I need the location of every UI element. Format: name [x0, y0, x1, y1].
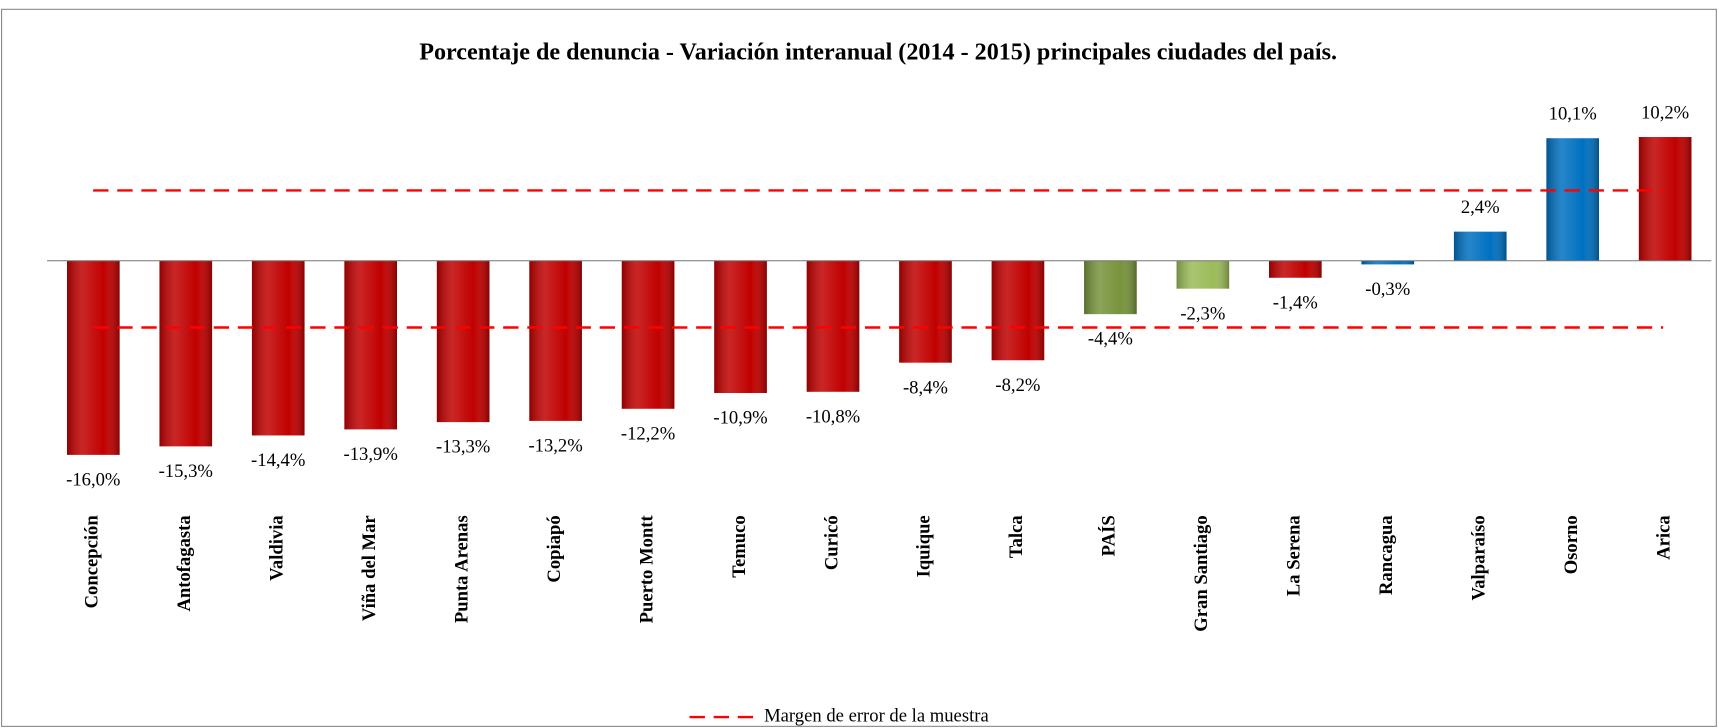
bar	[1084, 260, 1137, 315]
bar	[1546, 138, 1600, 261]
bar	[621, 260, 675, 409]
bar	[66, 260, 120, 455]
bar	[1453, 231, 1507, 261]
bar	[1269, 260, 1322, 278]
x-tick-label: Iquique	[914, 515, 935, 577]
x-tick-label: Copiapó	[544, 515, 565, 582]
bar	[159, 260, 213, 447]
x-tick-label: Antofagasta	[174, 515, 195, 612]
value-label: -4,4%	[1088, 329, 1133, 350]
value-label: 10,1%	[1549, 103, 1597, 124]
value-label: -8,4%	[903, 377, 948, 398]
x-tick-label: Talca	[1006, 515, 1027, 558]
value-label: -13,9%	[344, 444, 398, 465]
x-tick-label: Curicó	[821, 515, 842, 570]
x-tick-label: Concepción	[82, 515, 103, 609]
legend-label: Margen de error de la muestra	[764, 705, 989, 726]
value-label: -10,8%	[806, 406, 860, 427]
bar	[1638, 137, 1692, 261]
value-label: -13,3%	[436, 437, 490, 458]
x-tick-label: PAÍS	[1098, 515, 1120, 556]
value-label: 10,2%	[1641, 102, 1689, 123]
value-label: -2,3%	[1180, 303, 1225, 324]
value-label: -14,4%	[251, 450, 305, 471]
x-tick-label: Viña del Mar	[359, 515, 380, 621]
value-label: 2,4%	[1461, 197, 1500, 218]
x-tick-label: Rancagua	[1376, 515, 1397, 595]
x-tick-label: Osorno	[1561, 515, 1582, 574]
value-label: -8,2%	[995, 375, 1040, 396]
value-label: -0,3%	[1365, 279, 1410, 300]
x-tick-label: Punta Arenas	[451, 515, 472, 623]
value-label: -10,9%	[713, 408, 767, 429]
x-tick-label: Temuco	[729, 515, 750, 577]
x-tick-label: Gran Santiago	[1191, 515, 1212, 631]
bar	[806, 260, 860, 392]
x-tick-label: Arica	[1653, 515, 1674, 560]
value-label: -16,0%	[66, 469, 120, 490]
bar	[1176, 260, 1230, 289]
bar	[436, 260, 490, 423]
bar	[529, 260, 582, 421]
value-label: -12,2%	[621, 423, 675, 444]
x-tick-label: Puerto Montt	[636, 515, 657, 624]
value-label: -13,2%	[528, 435, 582, 456]
bar	[251, 260, 305, 436]
bar	[899, 260, 952, 363]
bar	[991, 260, 1045, 361]
chart-title: Porcentaje de denuncia - Variación inter…	[419, 39, 1337, 65]
x-tick-label: Valdivia	[267, 515, 288, 581]
x-tick-label: La Serena	[1284, 515, 1305, 597]
bar	[344, 260, 398, 430]
x-tick-label: Valparaíso	[1469, 515, 1490, 600]
value-label: -15,3%	[159, 461, 213, 482]
value-label: -1,4%	[1273, 292, 1318, 313]
